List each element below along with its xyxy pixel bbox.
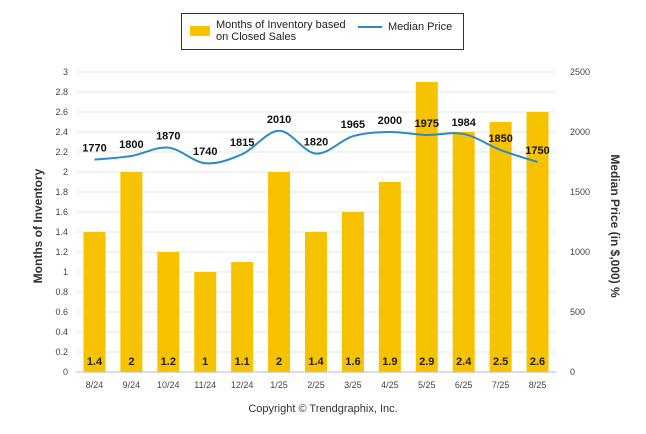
line-value-label: 1770 [82, 143, 106, 155]
x-tick-label: 6/25 [455, 380, 473, 390]
right-tick-label: 1000 [570, 247, 590, 257]
line-series [94, 129, 538, 165]
line-value-label: 1800 [119, 139, 143, 151]
legend-median-price-label: Median Price [388, 21, 453, 33]
left-tick-label: 2.8 [55, 87, 68, 97]
bar [194, 272, 217, 372]
legend-inventory-label: Months of Inventory based on Closed Sale… [216, 19, 346, 43]
x-tick-label: 2/25 [307, 380, 325, 390]
bar-value-label: 2.6 [530, 356, 545, 368]
x-tick-label: 9/24 [123, 380, 141, 390]
left-tick-label: 1.8 [55, 187, 68, 197]
bar-value-label: 1.2 [161, 356, 176, 368]
right-tick-label: 2500 [570, 67, 590, 77]
line-value-label: 1965 [341, 119, 365, 131]
bar [157, 252, 180, 372]
bar-value-label: 1 [202, 356, 208, 368]
legend-bar-swatch [190, 26, 210, 36]
copyright-text: Copyright © Trendgraphix, Inc. [248, 403, 398, 415]
x-tick-label: 11/24 [194, 380, 216, 390]
bar [378, 182, 401, 372]
left-tick-label: 0.2 [55, 347, 68, 357]
bar-series [83, 82, 549, 372]
left-axis-ticks: 0 0.2 0.4 0.6 0.8 1 1.2 1.4 1.6 1.8 2 2.2 2.4 2.6 2.8 3 [55, 67, 68, 377]
legend: Months of Inventory based on Closed Sale… [181, 13, 464, 50]
line-value-label: 1984 [451, 117, 476, 129]
x-tick-label: 1/25 [270, 380, 288, 390]
left-tick-label: 0.8 [55, 287, 68, 297]
x-tick-label: 8/24 [86, 380, 104, 390]
bar-value-label: 1.9 [382, 356, 397, 368]
y2-axis-label: Median Price (in $,000) % [608, 154, 622, 298]
left-tick-label: 1 [63, 267, 68, 277]
x-tick-label: 5/25 [418, 380, 436, 390]
right-tick-label: 2000 [570, 127, 590, 137]
legend-inventory-line2: on Closed Sales [216, 31, 297, 43]
x-tick-label: 8/25 [529, 380, 547, 390]
left-tick-label: 0.4 [55, 327, 68, 337]
line-value-label: 1975 [415, 118, 439, 130]
right-tick-label: 0 [570, 367, 575, 377]
x-tick-label: 4/25 [381, 380, 399, 390]
bar [268, 172, 291, 372]
bar-value-label: 1.4 [87, 356, 103, 368]
bar [526, 112, 549, 372]
left-tick-label: 1.2 [55, 247, 68, 257]
bar-data-labels: 1.4 2 1.2 1 1.1 2 1.4 1.6 1.9 2.9 2.4 2.5 2.6 [87, 356, 545, 368]
bar-value-label: 1.1 [235, 356, 250, 368]
x-axis-ticks: 8/24 9/24 10/24 11/24 12/24 1/25 2/25 3/25 4/25 5… [86, 380, 547, 390]
bar-value-label: 2 [276, 356, 282, 368]
left-tick-label: 2 [63, 167, 68, 177]
left-tick-label: 0.6 [55, 307, 68, 317]
x-tick-label: 3/25 [344, 380, 362, 390]
bar [83, 232, 106, 372]
bar-value-label: 2.5 [493, 356, 508, 368]
right-axis-ticks: 0 500 1000 1500 2000 2500 [570, 67, 590, 377]
legend-item-inventory: Months of Inventory based on Closed Sale… [190, 19, 346, 43]
left-tick-label: 1.6 [55, 207, 68, 217]
right-tick-label: 1500 [570, 187, 590, 197]
bar-value-label: 2.4 [456, 356, 472, 368]
bar [415, 82, 438, 372]
bar [120, 172, 143, 372]
median-price-line [94, 129, 538, 165]
line-value-label: 1870 [156, 131, 180, 143]
left-tick-label: 1.4 [55, 227, 68, 237]
bar [452, 132, 475, 372]
line-value-label: 1740 [193, 146, 217, 158]
line-value-label: 2010 [267, 114, 291, 126]
left-tick-label: 2.6 [55, 107, 68, 117]
left-tick-label: 0 [63, 367, 68, 377]
line-value-label: 2000 [378, 115, 402, 127]
bar-value-label: 2.9 [419, 356, 434, 368]
line-value-label: 1820 [304, 137, 328, 149]
left-tick-label: 3 [63, 67, 68, 77]
bar-value-label: 1.4 [308, 356, 324, 368]
bar [489, 122, 512, 372]
bar [305, 232, 327, 372]
bar [341, 212, 364, 372]
bar [231, 262, 254, 372]
line-value-label: 1750 [525, 145, 549, 157]
x-tick-label: 7/25 [492, 380, 510, 390]
bar-value-label: 2 [128, 356, 134, 368]
x-tick-label: 12/24 [231, 380, 254, 390]
legend-inventory-line1: Months of Inventory based [216, 19, 346, 31]
line-value-label: 1850 [488, 133, 512, 145]
y-axis-label: Months of Inventory [31, 168, 45, 283]
bar-value-label: 1.6 [345, 356, 360, 368]
line-data-labels: 1770 1800 1870 1740 1815 2010 1820 1965 2000 1975… [82, 114, 550, 158]
left-tick-label: 2.2 [55, 147, 68, 157]
legend-item-median-price: Median Price [358, 21, 452, 33]
right-tick-label: 500 [570, 307, 585, 317]
x-tick-label: 10/24 [157, 380, 180, 390]
line-value-label: 1815 [230, 137, 254, 149]
legend-line-swatch [358, 26, 382, 28]
left-tick-label: 2.4 [55, 127, 68, 137]
